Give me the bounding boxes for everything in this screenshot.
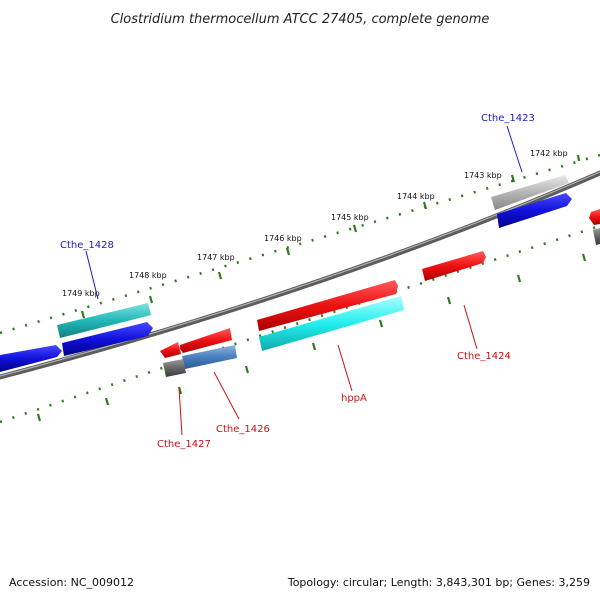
gene-cthe-1427-cds-arrow <box>160 342 181 358</box>
gene-cthe-1428-cds-arrow <box>62 322 153 356</box>
kbp-label-1745: 1745 kbp <box>331 213 369 222</box>
genome-backbone <box>0 170 600 380</box>
genome-backbone-highlight <box>0 171 600 377</box>
inner-tick-ring <box>0 224 600 424</box>
gene-hppA-cds-arrow <box>257 280 398 331</box>
gene-cthe-1423-cds-arrow <box>497 193 572 228</box>
kbp-label-1743: 1743 kbp <box>464 171 502 180</box>
gene-cthe-1423-bar <box>491 175 569 210</box>
gene-hppA-bar <box>259 296 404 351</box>
kbp-label-1744: 1744 kbp <box>397 192 435 201</box>
gene-cthe-1428-bar <box>57 303 151 338</box>
gene-cthe-1424-cds-arrow <box>422 251 486 281</box>
label-hppA: hppA <box>341 393 367 404</box>
label-cthe-1426: Cthe_1426 <box>216 424 270 435</box>
label-cthe-1424: Cthe_1424 <box>457 351 511 362</box>
kbp-label-1749: 1749 kbp <box>62 289 100 298</box>
gene-right-edge-cds-arrow <box>589 209 600 225</box>
kbp-label-1746: 1746 kbp <box>264 234 302 243</box>
leader-hppA <box>337 344 353 392</box>
leader-cthe-1428 <box>85 250 99 300</box>
gene-left-cds-arrow <box>0 345 62 372</box>
leader-cthe-1426 <box>213 371 240 420</box>
genome-summary-text: Topology: circular; Length: 3,843,301 bp… <box>287 576 590 589</box>
inner-major-ticks <box>36 253 587 422</box>
accession-text: Accession: NC_009012 <box>9 576 134 589</box>
kbp-label-1742: 1742 kbp <box>530 149 568 158</box>
page-title: Clostridium thermocellum ATCC 27405, com… <box>111 12 490 27</box>
gene-right-edge-dark-bar <box>593 228 600 245</box>
label-cthe-1423: Cthe_1423 <box>481 113 535 124</box>
leader-cthe-1423 <box>506 125 523 173</box>
outer-major-ticks <box>80 154 581 319</box>
leader-cthe-1424 <box>463 304 478 350</box>
kbp-label-1747: 1747 kbp <box>197 253 235 262</box>
gene-cthe-1426-cds-arrow <box>180 328 232 353</box>
kbp-label-1748: 1748 kbp <box>129 271 167 280</box>
label-cthe-1428: Cthe_1428 <box>60 240 114 251</box>
leader-cthe-1427 <box>178 387 183 436</box>
gene-cthe-1427-bar <box>163 359 186 377</box>
gene-cthe-1426-bar <box>182 345 237 369</box>
label-cthe-1427: Cthe_1427 <box>157 439 211 450</box>
